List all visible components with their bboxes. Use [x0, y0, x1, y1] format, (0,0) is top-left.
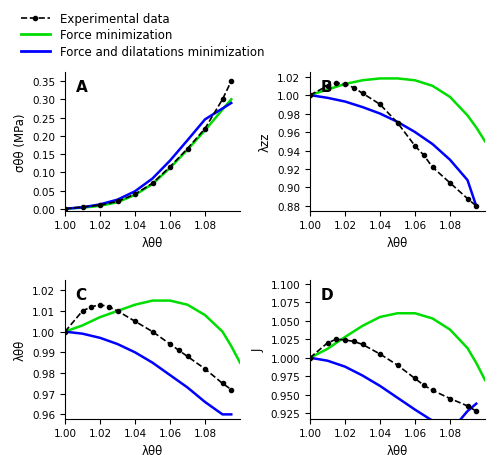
Y-axis label: J: J	[252, 348, 265, 351]
Y-axis label: λθθ: λθθ	[14, 339, 26, 360]
Y-axis label: λzz: λzz	[258, 132, 272, 152]
X-axis label: λθθ: λθθ	[387, 444, 408, 455]
Text: A: A	[76, 80, 88, 95]
X-axis label: λθθ: λθθ	[387, 236, 408, 249]
Text: B: B	[320, 80, 332, 95]
Y-axis label: σθθ (MPa): σθθ (MPa)	[14, 113, 26, 171]
Text: D: D	[320, 287, 333, 302]
X-axis label: λθθ: λθθ	[142, 444, 163, 455]
Text: C: C	[76, 287, 86, 302]
X-axis label: λθθ: λθθ	[142, 236, 163, 249]
Legend: Experimental data, Force minimization, Force and dilatations minimization: Experimental data, Force minimization, F…	[16, 8, 269, 64]
